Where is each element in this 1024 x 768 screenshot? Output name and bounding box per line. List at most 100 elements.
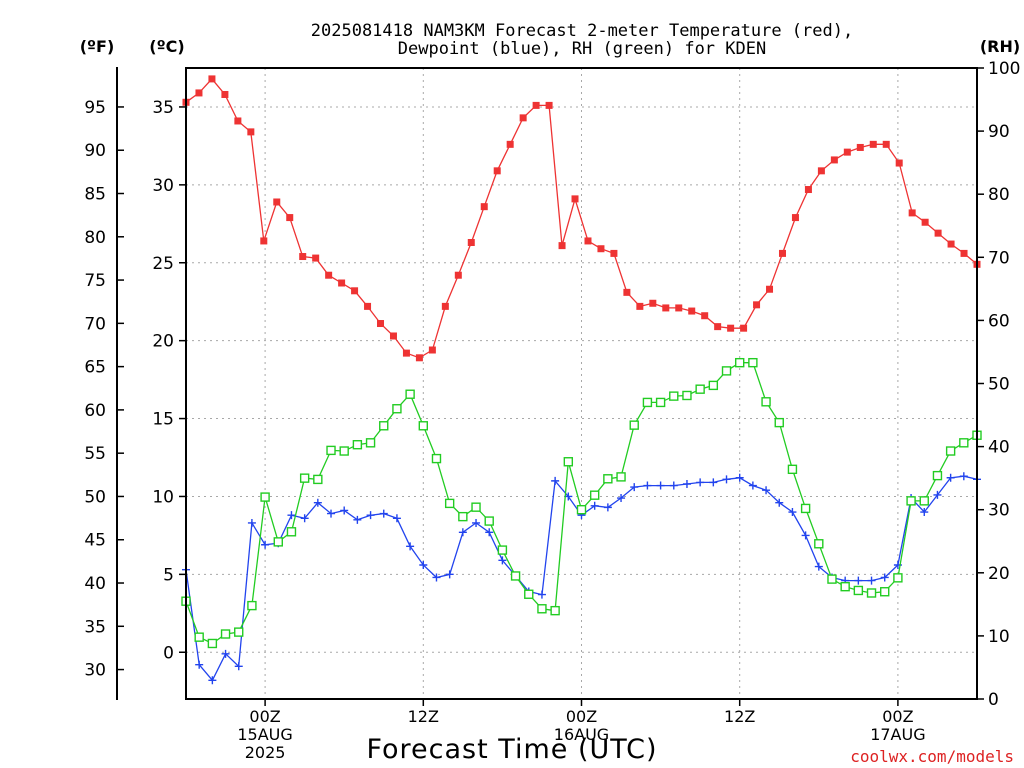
data-point-temperature bbox=[221, 90, 229, 98]
data-point-rh bbox=[959, 438, 969, 448]
data-point-rh bbox=[260, 492, 270, 502]
celsius-tick-label: 15 bbox=[152, 410, 174, 430]
rh-tick-label: 60 bbox=[988, 311, 1010, 331]
data-point-temperature bbox=[597, 245, 605, 253]
data-point-dewpoint bbox=[379, 509, 388, 518]
celsius-tick-label: 5 bbox=[163, 565, 174, 585]
rh-tick-label: 50 bbox=[988, 375, 1010, 395]
data-point-temperature bbox=[545, 101, 553, 109]
data-point-rh bbox=[695, 384, 705, 394]
rh-tick-label: 100 bbox=[988, 59, 1020, 79]
data-point-temperature bbox=[649, 299, 657, 307]
chart-title-line2: Dewpoint (blue), RH (green) for KDEN bbox=[398, 39, 766, 59]
data-point-rh bbox=[418, 421, 428, 431]
data-point-rh bbox=[313, 474, 323, 485]
data-point-rh bbox=[471, 502, 481, 512]
data-point-rh bbox=[497, 545, 508, 555]
data-point-rh bbox=[787, 464, 798, 475]
data-point-dewpoint bbox=[867, 576, 876, 585]
data-point-rh bbox=[735, 357, 745, 368]
data-point-rh bbox=[853, 585, 864, 596]
data-point-temperature bbox=[299, 253, 307, 261]
data-point-rh bbox=[708, 380, 719, 391]
data-point-temperature bbox=[312, 254, 320, 262]
data-point-dewpoint bbox=[814, 562, 823, 571]
data-point-rh bbox=[484, 516, 494, 526]
data-point-temperature bbox=[623, 288, 631, 296]
time-tick-label: 12Z bbox=[724, 707, 755, 726]
data-point-temperature bbox=[402, 349, 410, 357]
celsius-axis: 0 5 10 15 20 25 30 35 bbox=[152, 98, 186, 663]
data-point-temperature bbox=[869, 140, 877, 148]
fahrenheit-tick-label: 75 bbox=[84, 271, 106, 291]
data-point-rh bbox=[352, 440, 363, 450]
fahrenheit-tick-label: 70 bbox=[84, 314, 106, 334]
data-point-dewpoint bbox=[933, 490, 942, 499]
data-point-dewpoint bbox=[946, 473, 955, 482]
data-point-temperature bbox=[351, 287, 359, 295]
data-point-dewpoint bbox=[327, 509, 336, 518]
fahrenheit-tick-label: 55 bbox=[84, 444, 106, 464]
data-point-rh bbox=[326, 445, 336, 456]
data-point-temperature bbox=[895, 159, 903, 167]
data-point-dewpoint bbox=[669, 481, 678, 490]
data-point-temperature bbox=[804, 186, 812, 194]
celsius-unit-label: (ºC) bbox=[149, 37, 184, 56]
data-point-rh bbox=[814, 539, 824, 549]
data-point-dewpoint bbox=[432, 573, 441, 582]
fahrenheit-tick-label: 60 bbox=[84, 401, 106, 421]
celsius-tick-label: 0 bbox=[163, 643, 174, 663]
data-point-rh bbox=[655, 397, 666, 408]
time-tick-label: 12Z bbox=[408, 707, 439, 726]
fahrenheit-tick-label: 45 bbox=[84, 531, 106, 551]
fahrenheit-tick-label: 65 bbox=[84, 358, 106, 378]
data-point-dewpoint bbox=[445, 570, 454, 579]
time-tick-label: 17AUG bbox=[870, 725, 925, 744]
data-point-temperature bbox=[817, 167, 825, 175]
data-point-rh bbox=[669, 391, 679, 401]
data-point-temperature bbox=[675, 304, 683, 312]
data-point-rh bbox=[234, 627, 244, 637]
data-point-temperature bbox=[234, 117, 242, 125]
rh-tick-label: 70 bbox=[988, 248, 1010, 268]
data-point-dewpoint bbox=[722, 475, 731, 484]
data-point-temperature bbox=[454, 271, 462, 279]
data-point-rh bbox=[392, 404, 402, 414]
grid-lines bbox=[186, 68, 977, 699]
fahrenheit-tick-label: 80 bbox=[84, 228, 106, 248]
data-point-dewpoint bbox=[630, 483, 639, 492]
data-point-temperature bbox=[364, 302, 372, 310]
data-point-temperature bbox=[882, 140, 890, 148]
data-point-dewpoint bbox=[551, 476, 560, 485]
data-point-temperature bbox=[247, 128, 255, 136]
data-point-dewpoint bbox=[419, 561, 428, 570]
data-point-dewpoint bbox=[406, 542, 415, 551]
data-point-temperature bbox=[273, 198, 281, 206]
data-point-temperature bbox=[662, 304, 670, 312]
data-point-temperature bbox=[506, 140, 514, 148]
data-point-dewpoint bbox=[485, 528, 494, 537]
rh-tick-label: 30 bbox=[988, 501, 1010, 521]
data-point-dewpoint bbox=[696, 478, 705, 487]
data-point-dewpoint bbox=[682, 479, 691, 488]
data-point-temperature bbox=[377, 320, 385, 328]
data-point-rh bbox=[458, 511, 468, 522]
data-point-rh bbox=[642, 397, 653, 408]
data-point-rh bbox=[510, 571, 521, 581]
data-point-temperature bbox=[766, 285, 774, 293]
data-point-rh bbox=[339, 446, 349, 456]
data-point-temperature bbox=[558, 242, 566, 250]
data-point-temperature bbox=[338, 279, 346, 287]
fahrenheit-tick-label: 95 bbox=[84, 98, 106, 118]
data-point-dewpoint bbox=[208, 676, 217, 685]
series-group bbox=[181, 75, 982, 685]
data-point-dewpoint bbox=[854, 576, 863, 585]
data-point-temperature bbox=[571, 195, 579, 203]
data-point-temperature bbox=[727, 324, 735, 332]
fahrenheit-tick-label: 40 bbox=[84, 574, 106, 594]
time-tick-label: 15AUG bbox=[237, 725, 292, 744]
data-point-rh bbox=[194, 632, 204, 642]
data-point-temperature bbox=[532, 101, 540, 109]
data-point-rh bbox=[893, 573, 903, 583]
